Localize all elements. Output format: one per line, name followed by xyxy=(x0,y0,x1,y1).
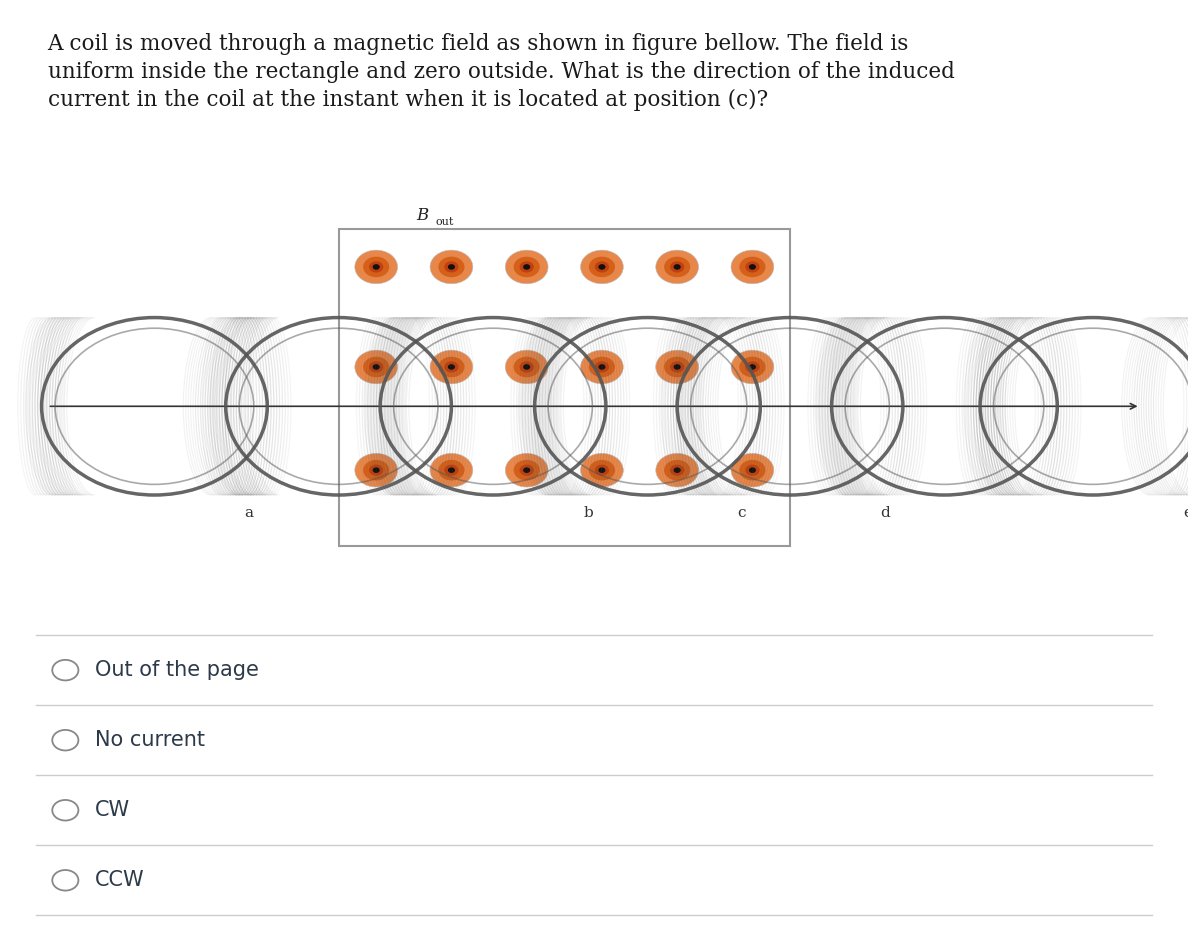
Circle shape xyxy=(523,467,530,473)
Circle shape xyxy=(599,364,606,370)
Circle shape xyxy=(589,257,615,277)
Text: e: e xyxy=(1183,506,1188,520)
Circle shape xyxy=(656,453,699,487)
Circle shape xyxy=(589,357,615,377)
Circle shape xyxy=(731,453,773,487)
Circle shape xyxy=(519,464,533,475)
Circle shape xyxy=(595,464,609,475)
Circle shape xyxy=(430,350,473,384)
Circle shape xyxy=(430,453,473,487)
Circle shape xyxy=(748,264,756,270)
Text: c: c xyxy=(738,506,746,520)
Circle shape xyxy=(739,257,765,277)
Circle shape xyxy=(581,350,624,384)
Circle shape xyxy=(745,464,759,475)
Circle shape xyxy=(448,264,455,270)
Text: out: out xyxy=(436,217,454,227)
Circle shape xyxy=(505,350,548,384)
Circle shape xyxy=(731,250,773,284)
Circle shape xyxy=(444,464,459,475)
Circle shape xyxy=(748,364,756,370)
Text: uniform inside the rectangle and zero outside. What is the direction of the indu: uniform inside the rectangle and zero ou… xyxy=(48,61,954,83)
Circle shape xyxy=(513,460,539,480)
Text: CW: CW xyxy=(95,800,131,820)
Circle shape xyxy=(519,361,533,373)
Circle shape xyxy=(674,264,681,270)
Circle shape xyxy=(674,364,681,370)
Circle shape xyxy=(599,467,606,473)
Text: b: b xyxy=(583,506,593,520)
Circle shape xyxy=(599,264,606,270)
Circle shape xyxy=(595,262,609,273)
Circle shape xyxy=(595,361,609,373)
Circle shape xyxy=(519,262,533,273)
Circle shape xyxy=(373,364,380,370)
Circle shape xyxy=(670,361,684,373)
Circle shape xyxy=(523,264,530,270)
Text: CCW: CCW xyxy=(95,870,145,890)
Circle shape xyxy=(731,350,773,384)
Circle shape xyxy=(656,250,699,284)
Circle shape xyxy=(748,467,756,473)
Circle shape xyxy=(355,250,398,284)
Circle shape xyxy=(505,250,548,284)
Circle shape xyxy=(444,361,459,373)
Circle shape xyxy=(505,453,548,487)
Circle shape xyxy=(664,357,690,377)
Circle shape xyxy=(369,262,384,273)
Circle shape xyxy=(438,257,465,277)
Circle shape xyxy=(674,467,681,473)
Circle shape xyxy=(523,364,530,370)
Circle shape xyxy=(448,364,455,370)
Text: a: a xyxy=(245,506,254,520)
Circle shape xyxy=(745,361,759,373)
Circle shape xyxy=(373,467,380,473)
Circle shape xyxy=(438,460,465,480)
Circle shape xyxy=(364,357,390,377)
Circle shape xyxy=(581,453,624,487)
Circle shape xyxy=(448,467,455,473)
Circle shape xyxy=(739,460,765,480)
Circle shape xyxy=(664,257,690,277)
Circle shape xyxy=(739,357,765,377)
Circle shape xyxy=(364,460,390,480)
Text: B: B xyxy=(416,207,428,224)
Bar xyxy=(339,229,790,546)
Circle shape xyxy=(745,262,759,273)
Circle shape xyxy=(444,262,459,273)
Circle shape xyxy=(430,250,473,284)
Text: current in the coil at the instant when it is located at position (c)?: current in the coil at the instant when … xyxy=(48,89,767,111)
Circle shape xyxy=(364,257,390,277)
Circle shape xyxy=(369,464,384,475)
Circle shape xyxy=(373,264,380,270)
Circle shape xyxy=(355,453,398,487)
Circle shape xyxy=(513,257,539,277)
Circle shape xyxy=(581,250,624,284)
Circle shape xyxy=(513,357,539,377)
Circle shape xyxy=(438,357,465,377)
Circle shape xyxy=(670,464,684,475)
Text: d: d xyxy=(880,506,890,520)
Circle shape xyxy=(589,460,615,480)
Text: A coil is moved through a magnetic field as shown in figure bellow. The field is: A coil is moved through a magnetic field… xyxy=(48,33,909,55)
Text: No current: No current xyxy=(95,730,206,750)
Circle shape xyxy=(369,361,384,373)
Circle shape xyxy=(355,350,398,384)
Circle shape xyxy=(670,262,684,273)
Text: Out of the page: Out of the page xyxy=(95,660,259,680)
Circle shape xyxy=(664,460,690,480)
Circle shape xyxy=(656,350,699,384)
